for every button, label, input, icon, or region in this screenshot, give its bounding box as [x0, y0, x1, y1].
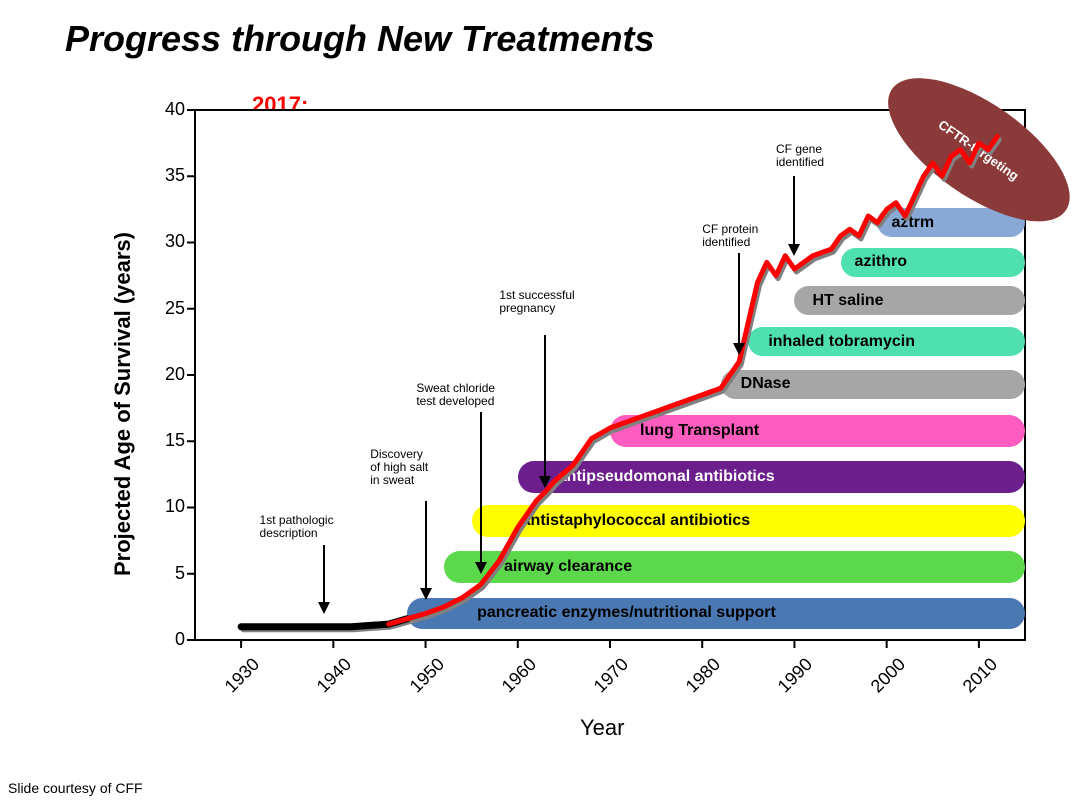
- annotation-text: CF protein identified: [702, 223, 758, 249]
- ytick-label: 5: [145, 563, 185, 584]
- annotation-arrowhead: [420, 588, 432, 600]
- annotation-text: 1st successful pregnancy: [499, 289, 574, 315]
- annotation-arrowhead: [475, 562, 487, 574]
- annotation-arrow: [323, 545, 325, 604]
- annotation-arrow: [425, 501, 427, 590]
- ytick-label: 20: [145, 364, 185, 385]
- x-axis-label: Year: [580, 715, 624, 741]
- annotation-arrow: [544, 335, 546, 477]
- annotation-text: CF gene identified: [776, 143, 824, 169]
- annotation-text: Sweat chloride test developed: [416, 382, 495, 408]
- ytick-label: 25: [145, 298, 185, 319]
- slide-title: Progress through New Treatments: [65, 18, 654, 60]
- xtick-label: 1970: [578, 654, 632, 708]
- y-axis-label: Projected Age of Survival (years): [110, 232, 136, 576]
- xtick-label: 2010: [947, 654, 1001, 708]
- xtick-label: 1940: [302, 654, 356, 708]
- ytick-label: 15: [145, 430, 185, 451]
- annotation-arrowhead: [539, 476, 551, 488]
- ytick-label: 30: [145, 231, 185, 252]
- annotation-arrow: [793, 176, 795, 246]
- ytick-label: 40: [145, 99, 185, 120]
- xtick-label: 1980: [671, 654, 725, 708]
- xtick-label: 1990: [763, 654, 817, 708]
- ytick-label: 35: [145, 165, 185, 186]
- survival-chart: 0510152025303540193019401950196019701980…: [195, 110, 1025, 640]
- annotation-text: 1st pathologic description: [260, 514, 334, 540]
- annotation-arrowhead: [788, 244, 800, 256]
- xtick-label: 1960: [486, 654, 540, 708]
- annotation-text: Discovery of high salt in sweat: [370, 448, 428, 488]
- xtick-label: 1950: [394, 654, 448, 708]
- xtick-label: 2000: [855, 654, 909, 708]
- survival-curve: [195, 110, 1025, 640]
- slide-root: { "title": {"text":"Progress through New…: [0, 0, 1077, 808]
- annotation-arrowhead: [318, 602, 330, 614]
- annotation-arrowhead: [733, 343, 745, 355]
- ytick-label: 10: [145, 496, 185, 517]
- annotation-arrow: [738, 253, 740, 345]
- annotation-arrow: [480, 412, 482, 564]
- ytick-label: 0: [145, 629, 185, 650]
- credit-text: Slide courtesy of CFF: [8, 780, 143, 796]
- xtick-label: 1930: [210, 654, 264, 708]
